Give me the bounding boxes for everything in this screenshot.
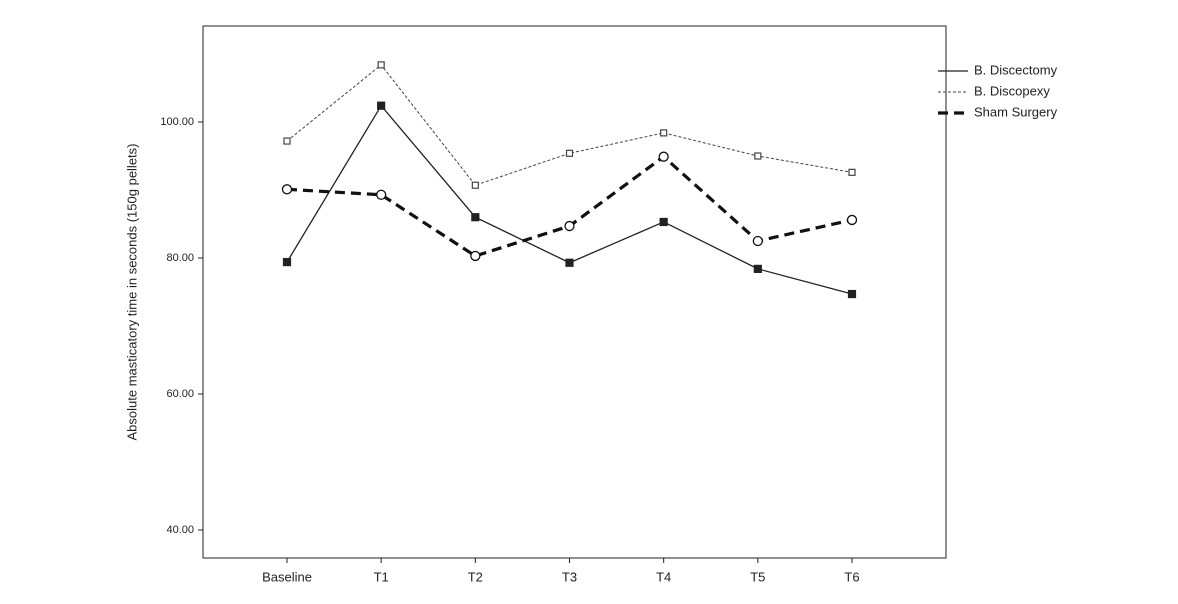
series-line	[286, 154, 853, 258]
x-tick-label: Baseline	[262, 569, 312, 584]
point	[376, 189, 387, 200]
point	[564, 220, 575, 232]
point	[753, 264, 762, 273]
series-line	[286, 64, 853, 186]
x-tick-label: T2	[468, 569, 483, 584]
point	[846, 214, 858, 226]
y-axis-label: Absolute masticatory time in seconds (15…	[124, 144, 139, 441]
legend-label: B. Discopexy	[974, 83, 1050, 98]
point	[565, 258, 574, 267]
legend-label: Sham Surgery	[974, 104, 1058, 119]
point	[847, 289, 857, 299]
x-tick-label: T3	[562, 569, 577, 584]
y-tick-label: 40.00	[166, 524, 194, 536]
point	[377, 101, 386, 110]
y-tick-label: 60.00	[166, 388, 194, 400]
x-tick-label: T1	[374, 569, 389, 584]
x-tick-label: T5	[750, 569, 765, 584]
y-tick-label: 80.00	[166, 252, 194, 264]
point	[565, 149, 574, 157]
x-tick-label: T6	[844, 569, 859, 584]
point	[471, 213, 480, 222]
x-tick-label: T4	[656, 569, 671, 584]
point	[282, 257, 292, 267]
point	[377, 61, 385, 69]
y-tick-label: 100.00	[160, 116, 194, 128]
plot-frame	[202, 25, 947, 559]
point	[283, 137, 291, 145]
point	[848, 168, 856, 176]
point	[660, 129, 668, 137]
legend-label: B. Discectomy	[974, 62, 1058, 77]
point	[752, 235, 763, 247]
point	[471, 181, 479, 189]
point	[754, 152, 762, 160]
point	[658, 151, 669, 162]
point	[281, 184, 293, 195]
point	[659, 217, 668, 227]
point	[470, 250, 481, 262]
